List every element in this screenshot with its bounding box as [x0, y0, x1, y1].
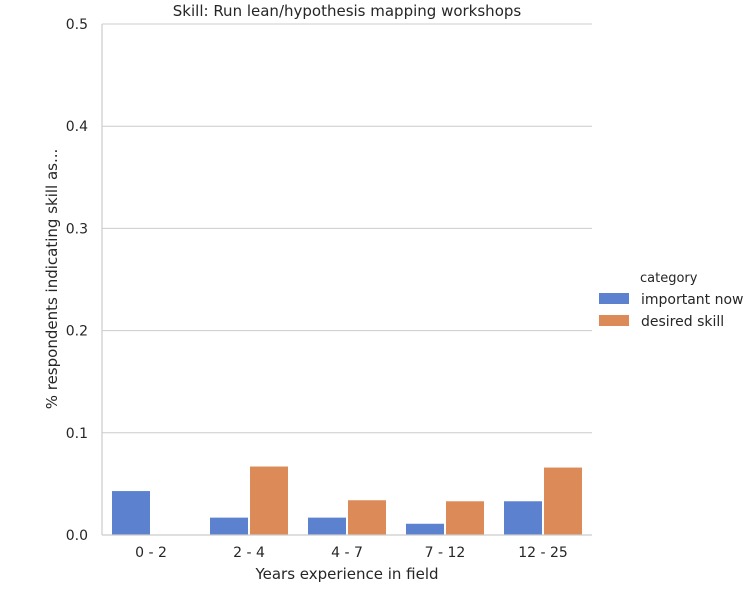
gridlines: [102, 23, 592, 434]
x-tick-label: 0 - 2: [135, 545, 167, 561]
bar-important-now-0: [112, 491, 150, 535]
bar-important-now-4: [504, 501, 542, 535]
chart-title: Skill: Run lean/hypothesis mapping works…: [173, 2, 522, 20]
x-tick-label: 12 - 25: [518, 545, 568, 561]
bar-desired-skill-3: [446, 501, 484, 535]
bar-important-now-1: [210, 517, 248, 535]
legend-label-important-now: important now: [641, 292, 744, 308]
x-tick-label: 7 - 12: [425, 545, 466, 561]
x-tick-label: 4 - 7: [331, 545, 363, 561]
y-tick-label: 0.2: [66, 324, 88, 340]
bars: [112, 466, 582, 535]
legend-swatch-desired-skill: [599, 315, 629, 326]
y-tick-labels: 0.0 0.1 0.2 0.3 0.4 0.5: [66, 17, 88, 544]
x-tick-labels: 0 - 2 2 - 4 4 - 7 7 - 12 12 - 25: [135, 545, 568, 561]
y-tick-label: 0.5: [66, 17, 88, 33]
y-tick-label: 0.0: [66, 528, 88, 544]
y-axis-label: % respondents indicating skill as...: [43, 149, 61, 410]
bar-desired-skill-2: [348, 500, 386, 535]
x-axis-label: Years experience in field: [254, 565, 438, 583]
y-tick-label: 0.1: [66, 426, 88, 442]
bar-desired-skill-4: [544, 467, 582, 535]
legend: category important now desired skill: [599, 271, 744, 330]
x-tick-label: 2 - 4: [233, 545, 265, 561]
bar-important-now-2: [308, 517, 346, 535]
bar-desired-skill-1: [250, 466, 288, 535]
y-tick-label: 0.3: [66, 221, 88, 237]
legend-title: category: [640, 271, 698, 286]
bar-important-now-3: [406, 523, 444, 535]
legend-swatch-important-now: [599, 293, 629, 304]
y-tick-label: 0.4: [66, 119, 88, 135]
legend-label-desired-skill: desired skill: [641, 314, 724, 330]
